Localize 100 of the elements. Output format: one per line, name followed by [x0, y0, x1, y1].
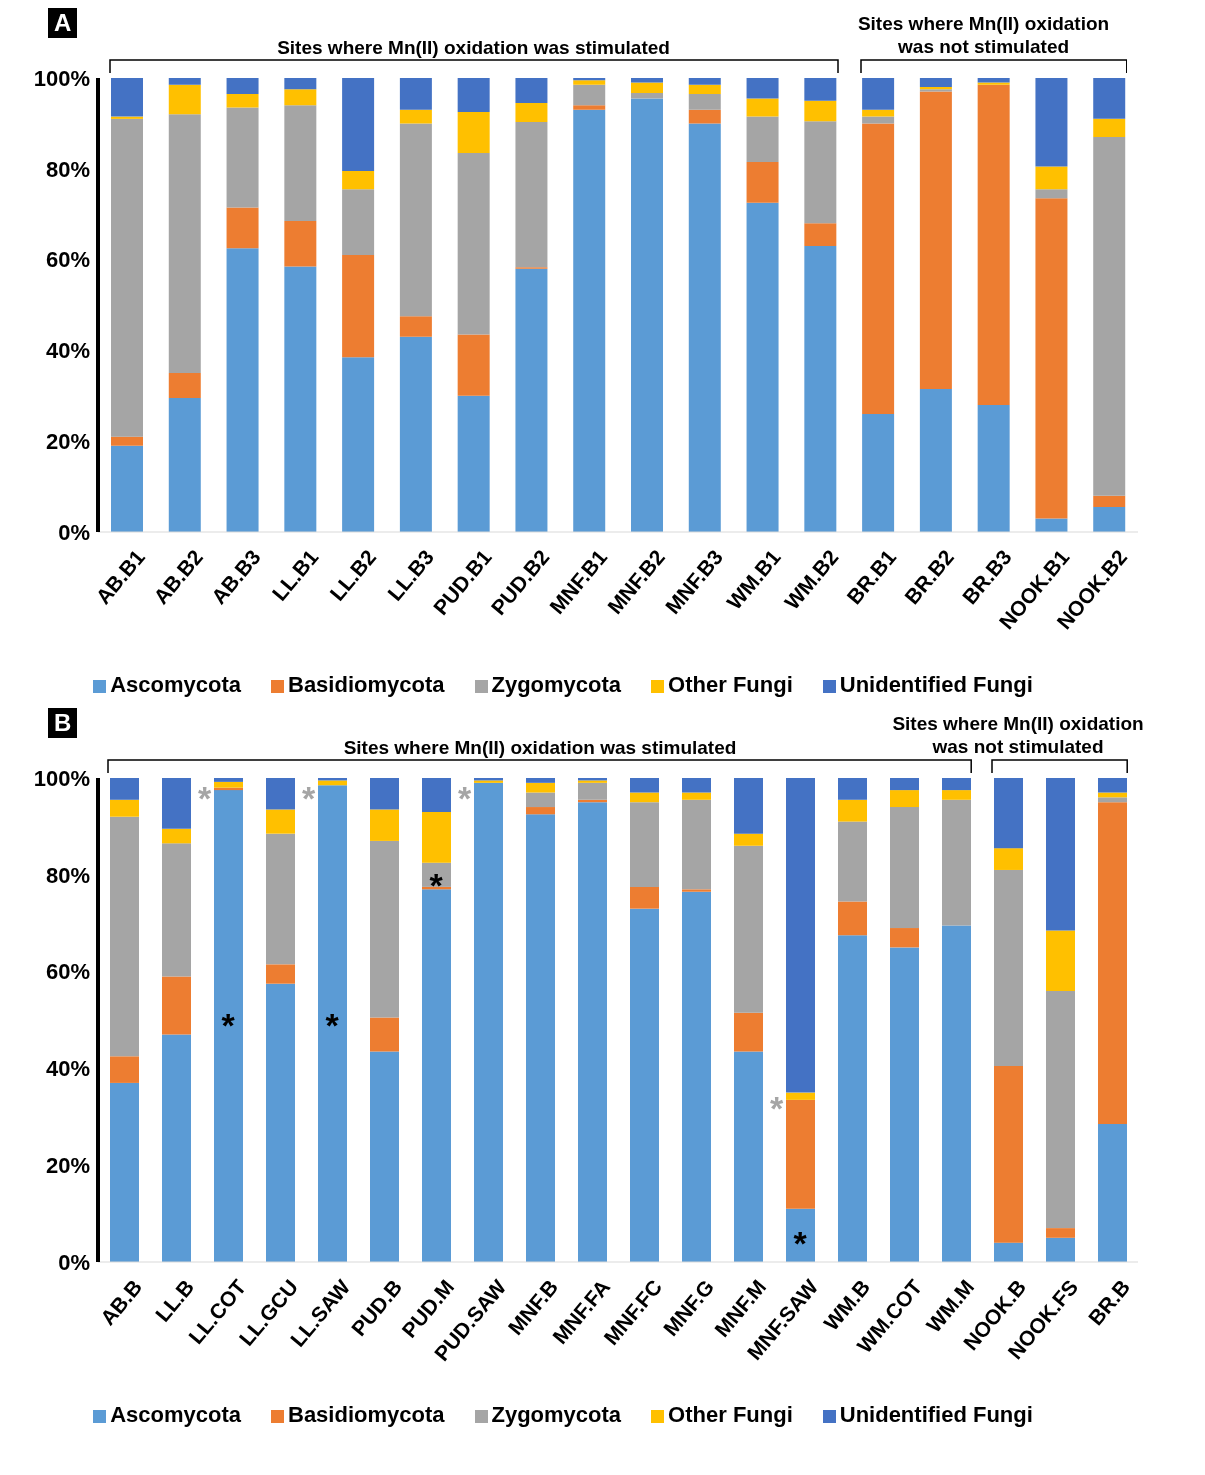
legend-label: Zygomycota	[491, 1402, 622, 1427]
bar	[526, 807, 555, 815]
bar	[399, 109, 432, 124]
legend-label: Ascomycota	[110, 672, 241, 697]
bar	[370, 809, 399, 841]
bar	[734, 833, 763, 846]
annotation: *	[769, 1088, 784, 1127]
bar	[631, 98, 663, 532]
bar	[214, 778, 243, 782]
bar	[526, 782, 555, 793]
legend-label: Ascomycota	[110, 1402, 241, 1427]
bar	[284, 266, 317, 532]
bar	[746, 161, 779, 203]
bar	[342, 255, 375, 358]
bar	[682, 792, 711, 800]
bar	[266, 778, 295, 810]
bar	[318, 785, 347, 1262]
bar	[942, 925, 971, 1262]
bar	[1046, 930, 1075, 991]
bar	[746, 202, 779, 532]
bar	[1098, 778, 1127, 793]
bar	[111, 445, 143, 532]
bar	[399, 336, 432, 532]
y-tick-label: 60%	[45, 959, 90, 985]
bar	[226, 248, 259, 532]
bar	[110, 1082, 139, 1262]
bar	[631, 92, 663, 99]
bar	[515, 268, 548, 532]
bar	[630, 908, 659, 1262]
bar	[111, 436, 143, 446]
bar	[804, 121, 837, 224]
bar	[214, 790, 243, 1262]
bar	[370, 840, 399, 1018]
bar	[515, 78, 548, 103]
bar	[688, 123, 721, 532]
bar	[862, 109, 895, 117]
annotation: *	[325, 1006, 340, 1045]
bar	[342, 78, 375, 172]
bar	[110, 778, 139, 800]
y-tick-label: 100%	[33, 65, 90, 91]
bar	[630, 886, 659, 909]
annotation: *	[221, 1006, 236, 1045]
bar	[578, 782, 607, 800]
y-tick-label: 0%	[58, 519, 90, 545]
annotation: *	[197, 778, 212, 817]
bar	[1093, 507, 1126, 532]
bar	[734, 778, 763, 834]
bar	[457, 395, 490, 532]
bar	[284, 89, 317, 106]
bar	[526, 778, 555, 783]
bar	[862, 413, 895, 532]
bar	[688, 78, 721, 85]
chart-title: A	[48, 8, 78, 38]
bar	[457, 78, 490, 113]
bar	[370, 1051, 399, 1262]
legend-label: Unidentified Fungi	[839, 672, 1033, 697]
bar	[890, 790, 919, 808]
bar	[994, 778, 1023, 849]
bar	[318, 780, 347, 786]
bar	[573, 80, 606, 85]
bar	[1046, 1228, 1075, 1238]
bar	[457, 152, 490, 335]
bar	[919, 388, 952, 532]
bar	[630, 778, 659, 793]
bar	[994, 1065, 1023, 1243]
bar	[162, 828, 191, 844]
bar	[457, 112, 490, 153]
bar	[746, 116, 779, 162]
bar	[942, 799, 971, 926]
bar	[977, 78, 1010, 83]
legend-label: Zygomycota	[491, 672, 622, 697]
y-tick-label: 20%	[45, 429, 90, 455]
bar	[682, 778, 711, 793]
bar	[284, 78, 317, 90]
bar	[688, 109, 721, 124]
bar	[1035, 78, 1068, 167]
bar	[422, 811, 451, 863]
bar	[994, 848, 1023, 870]
bar	[838, 799, 867, 822]
bar	[1098, 1124, 1127, 1262]
bar	[1046, 1237, 1075, 1262]
annotation: *	[429, 865, 444, 904]
text: Sites where Mn(II) oxidation was stimulated	[276, 36, 671, 59]
y-tick-label: 0%	[58, 1249, 90, 1275]
bar	[526, 814, 555, 1262]
y-tick-label: 80%	[45, 156, 90, 182]
bar	[342, 357, 375, 532]
text: Sites where Mn(II) oxidation was not stimulated	[856, 12, 1111, 58]
bar	[266, 983, 295, 1262]
bar	[1098, 797, 1127, 803]
bar	[1035, 166, 1068, 190]
bar	[682, 889, 711, 892]
bar	[631, 78, 663, 83]
bar	[1035, 189, 1068, 199]
bar	[573, 109, 606, 532]
bar	[977, 84, 1010, 405]
bar	[838, 935, 867, 1262]
bar	[942, 790, 971, 800]
bar	[168, 78, 201, 85]
bar	[168, 398, 201, 532]
